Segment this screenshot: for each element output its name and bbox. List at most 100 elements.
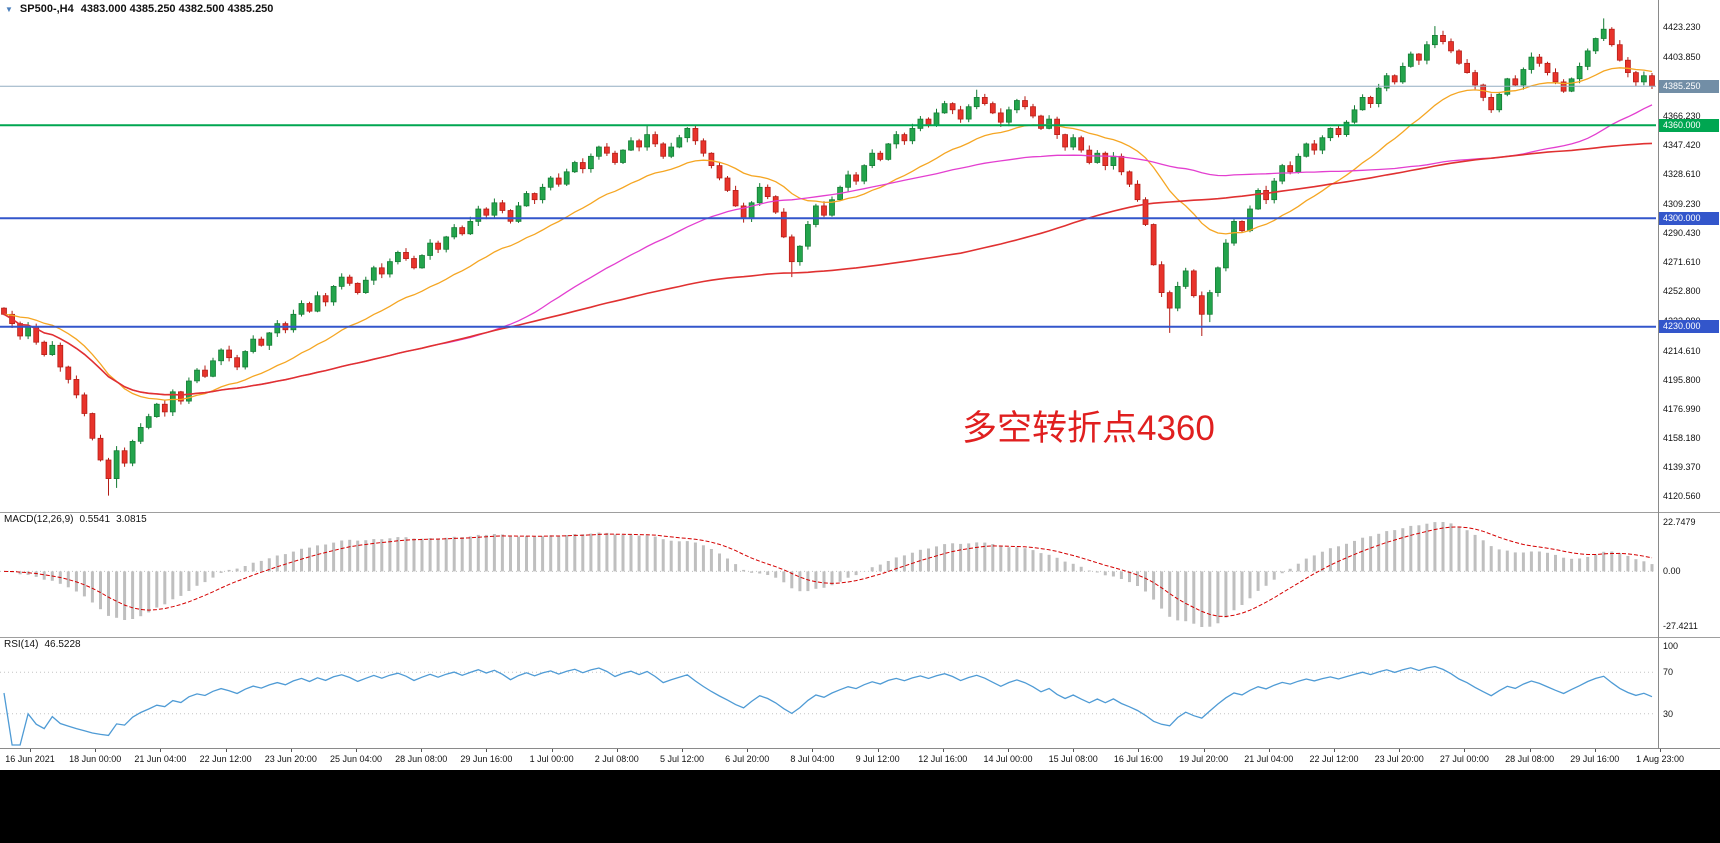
chart-annotation-text[interactable]: 多空转折点4360	[962, 409, 1215, 448]
price-axis-label: 4158.180	[1663, 432, 1701, 443]
price-axis-label: 4214.610	[1663, 345, 1701, 356]
time-axis-label: 23 Jul 20:00	[1374, 754, 1424, 764]
time-axis-label: 22 Jun 12:00	[199, 754, 252, 764]
time-axis-tick	[747, 749, 749, 752]
time-axis-tick	[942, 749, 944, 752]
time-axis-label: 18 Jun 00:00	[69, 754, 122, 764]
price-axis-separator	[1658, 0, 1659, 748]
price-axis-label: 4176.990	[1663, 403, 1701, 414]
time-axis-tick	[1073, 749, 1075, 752]
ma-fast-line	[3, 67, 1653, 401]
price-level-label-4300: 4300.000	[1659, 211, 1719, 225]
time-axis-label: 15 Jul 08:00	[1048, 754, 1098, 764]
time-axis-tick	[1203, 749, 1205, 752]
macd-value-signal: 3.0815	[116, 514, 147, 525]
price-axis-label: 4366.230	[1663, 110, 1701, 121]
rsi-value: 46.5228	[44, 639, 81, 650]
price-axis-label: 4139.370	[1663, 462, 1701, 473]
time-axis-label: 8 Jul 04:00	[790, 754, 835, 764]
chart-marker-icon: ▼	[5, 4, 13, 14]
time-axis-label: 5 Jul 12:00	[659, 754, 705, 764]
time-axis-tick	[682, 749, 683, 752]
time-axis-label: 16 Jun 2021	[5, 754, 55, 764]
price-axis-label: 4271.610	[1663, 257, 1701, 268]
time-axis-tick	[616, 749, 618, 752]
chart-symbol-period: SP500-,H4	[19, 3, 74, 15]
time-axis-tick	[1008, 749, 1009, 752]
time-axis-tick	[95, 749, 97, 752]
bottom-black-bar	[0, 770, 1720, 843]
rsi-name: RSI(14)	[4, 639, 39, 650]
time-axis-tick	[1464, 749, 1466, 752]
price-axis-label: 4252.800	[1663, 286, 1701, 297]
time-axis-label: 28 Jun 08:00	[395, 754, 448, 764]
time-axis-label: 29 Jun 16:00	[460, 754, 513, 764]
rsi-line	[3, 665, 1653, 746]
macd-histogram	[10, 522, 1654, 627]
price-level-label-4360: 4360.000	[1659, 118, 1719, 132]
price-axis-label: 4309.230	[1663, 198, 1701, 209]
time-axis-label: 28 Jul 08:00	[1505, 754, 1555, 764]
current-price-label: 4385.250	[1659, 79, 1719, 93]
time-axis-label: 19 Jul 20:00	[1179, 754, 1229, 764]
price-level-label-4230: 4230.000	[1659, 320, 1719, 334]
time-axis-tick	[30, 749, 31, 752]
time-axis-tick	[1334, 749, 1335, 752]
time-axis-tick	[290, 749, 292, 752]
chart-ohlc-values: 4383.000 4385.250 4382.500 4385.250	[80, 3, 274, 15]
macd-name: MACD(12,26,9)	[4, 514, 74, 525]
time-axis-tick	[1594, 749, 1596, 752]
time-axis-label: 12 Jul 16:00	[918, 754, 968, 764]
time-axis-label: 14 Jul 00:00	[983, 754, 1033, 764]
rsi-axis-label: 100	[1663, 641, 1679, 651]
price-axis-label: 4347.420	[1663, 139, 1701, 150]
time-axis-label: 21 Jun 04:00	[134, 754, 187, 764]
macd-indicator-label: MACD(12,26,9) 0.5541 3.0815	[4, 514, 147, 525]
time-axis-label: 23 Jun 20:00	[264, 754, 317, 764]
macd-axis-label: 0.00	[1663, 566, 1681, 577]
time-axis-label: 25 Jun 04:00	[329, 754, 383, 764]
rsi-indicator-label: RSI(14) 46.5228	[4, 639, 81, 650]
chart-canvas[interactable]	[0, 0, 1720, 748]
time-axis-label: 22 Jul 12:00	[1309, 754, 1359, 764]
price-axis-label: 4423.230	[1663, 22, 1701, 33]
time-axis-tick	[551, 749, 553, 752]
time-axis-tick	[1399, 749, 1401, 752]
price-axis-label: 4120.560	[1663, 491, 1701, 502]
time-axis-tick	[160, 749, 162, 752]
time-axis-label: 2 Jul 08:00	[594, 754, 639, 764]
time-axis-label: 21 Jul 04:00	[1244, 754, 1294, 764]
chart-title: ▼ SP500-,H4 4383.000 4385.250 4382.500 4…	[5, 3, 273, 15]
time-axis-tick	[1138, 749, 1140, 752]
time-axis-tick	[225, 749, 227, 752]
time-axis-tick	[1529, 749, 1531, 752]
ma-slow-line	[3, 142, 1653, 396]
time-axis-tick	[421, 749, 423, 752]
time-axis-label: 6 Jul 20:00	[725, 754, 770, 764]
time-axis-label: 9 Jul 12:00	[855, 754, 900, 764]
time-axis-label: 1 Jul 00:00	[529, 754, 574, 764]
time-axis-label: 16 Jul 16:00	[1113, 754, 1163, 764]
rsi-axis-label: 30	[1663, 708, 1674, 719]
rsi-axis-label: 70	[1663, 667, 1674, 678]
candlestick-series	[1, 18, 1655, 496]
time-axis-label: 29 Jul 16:00	[1570, 754, 1620, 764]
price-axis-label: 4290.430	[1663, 228, 1701, 239]
price-axis-label: 4403.850	[1663, 52, 1701, 63]
price-axis-label: 4195.800	[1663, 374, 1701, 385]
time-axis-label: 27 Jul 00:00	[1439, 754, 1489, 764]
time-axis-tick	[877, 749, 879, 752]
time-axis-tick	[1660, 749, 1661, 752]
macd-value-main: 0.5541	[79, 514, 111, 525]
macd-axis-label: 22.7479	[1663, 517, 1696, 527]
macd-signal-line	[3, 526, 1653, 618]
macd-axis-label: -27.4211	[1663, 621, 1698, 631]
time-axis: 16 Jun 2021 18 Jun 00:00 21 Jun 04:00 22 Ju…	[0, 748, 1720, 770]
time-axis-tick	[1268, 749, 1270, 752]
time-axis-label: 1 Aug 23:00	[1635, 754, 1685, 764]
time-axis-tick	[812, 749, 814, 752]
time-axis-tick	[356, 749, 357, 752]
price-axis-label: 4328.610	[1663, 168, 1701, 179]
time-axis-tick	[486, 749, 488, 752]
